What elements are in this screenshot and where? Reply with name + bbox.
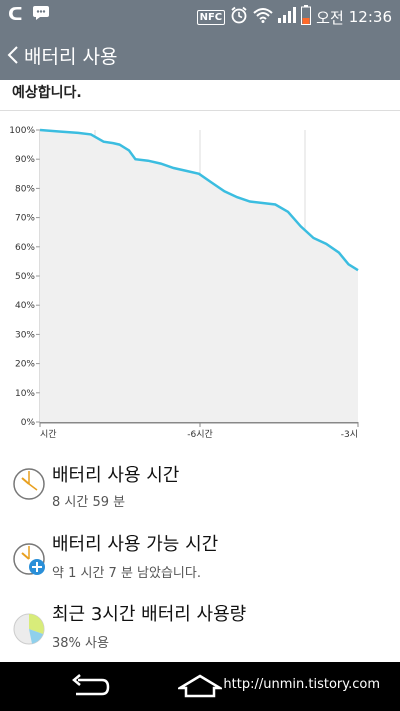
y-tick-label: 100% [9,126,35,136]
description-text: 예상합니다. [12,85,82,101]
status-bar: ᑕ NFC 오전 12:36 [0,0,400,30]
app-bar: 배터리 사용 [0,30,400,80]
page-title: 배터리 사용 [24,45,118,68]
back-nav-button[interactable] [70,672,110,704]
watermark-url: http://unmin.tistory.com [223,677,380,692]
y-tick-label: 50% [15,272,35,282]
carrier-icon: ᑕ [8,4,23,25]
x-tick-label: 시간 [40,429,57,440]
y-tick-label: 80% [15,184,35,194]
item-title: 최근 3시간 배터리 사용량 [52,604,247,625]
clock-ampm: 오전 [316,8,344,27]
list-item-remaining-time[interactable]: 배터리 사용 가능 시간 약 1 시간 7 분 남았습니다. [0,530,400,600]
y-tick-label: 0% [21,418,36,428]
pie-chart-icon [13,613,45,645]
item-title: 배터리 사용 가능 시간 [52,534,219,555]
wifi-icon [253,7,273,27]
list-item-usage-time[interactable]: 배터리 사용 시간 8 시간 59 분 [0,455,400,525]
x-tick-label: -3시 [341,429,358,440]
messenger-icon [32,5,49,24]
series-area [40,130,358,422]
back-button[interactable] [2,35,24,75]
x-tick-label: -6시간 [187,429,213,440]
nfc-icon: NFC [196,9,226,25]
y-tick-label: 90% [15,155,35,165]
alarm-icon [230,6,248,28]
y-tick-label: 20% [15,360,35,370]
item-subtitle: 약 1 시간 7 분 남았습니다. [52,566,201,581]
content-area[interactable]: 예상합니다. 100% 90% 80% 70% 60% 50% 40% 30% 20% 10% 0%… [0,80,400,662]
battery-icon [301,5,312,29]
home-icon [175,674,225,698]
navigation-bar: http://unmin.tistory.com [0,662,400,711]
item-subtitle: 8 시간 59 분 [52,495,126,510]
item-title: 배터리 사용 시간 [52,465,180,486]
clock-icon [13,468,45,500]
chevron-left-icon [7,46,18,64]
divider [0,110,400,111]
y-tick-label: 10% [15,389,35,399]
home-nav-button[interactable] [175,672,225,704]
clock-plus-icon [13,543,45,575]
list-item-recent-usage[interactable]: 최근 3시간 배터리 사용량 38% 사용 [0,600,400,670]
back-arrow-icon [72,674,110,696]
series-line [39,128,359,272]
y-tick-label: 60% [15,243,35,253]
item-subtitle: 38% 사용 [52,636,109,651]
battery-chart: 100% 90% 80% 70% 60% 50% 40% 30% 20% 10% 0% 시간 -6시간 -… [9,126,359,440]
y-tick-label: 70% [15,214,35,224]
y-tick-label: 30% [15,330,35,340]
y-tick-label: 40% [15,301,35,311]
clock-time: 12:36 [348,8,392,26]
signal-icon [278,7,297,27]
